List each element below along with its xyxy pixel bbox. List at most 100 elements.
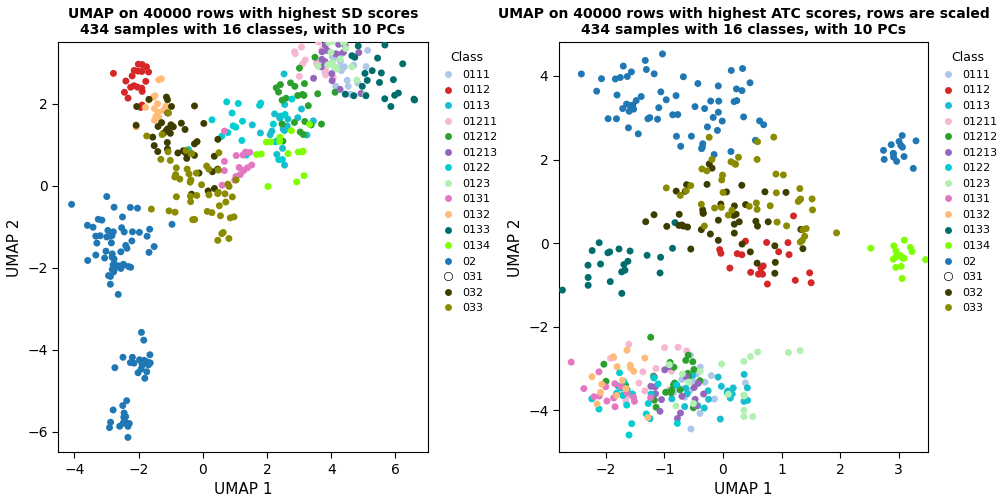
Point <box>106 260 122 268</box>
Point <box>188 169 205 177</box>
Point <box>337 63 353 71</box>
Point <box>276 127 292 135</box>
Point <box>112 422 128 430</box>
Point <box>139 368 155 376</box>
Point <box>276 70 292 78</box>
Point <box>755 262 771 270</box>
Point <box>279 122 295 130</box>
Point <box>598 383 614 391</box>
Point <box>115 402 131 410</box>
Point <box>126 67 142 75</box>
Point <box>695 206 711 214</box>
Point <box>377 95 393 103</box>
Point <box>276 161 292 169</box>
Point <box>623 68 639 76</box>
Point <box>649 115 665 123</box>
Point <box>885 150 901 158</box>
Point <box>137 103 153 111</box>
Point <box>113 248 129 256</box>
Point <box>105 406 121 414</box>
Point <box>286 33 302 41</box>
Point <box>669 414 685 422</box>
Point <box>642 113 658 121</box>
Point <box>694 200 710 208</box>
Point <box>134 60 150 69</box>
Point <box>115 419 131 427</box>
Point <box>665 389 681 397</box>
Point <box>680 378 697 386</box>
Point <box>182 176 199 184</box>
Point <box>710 127 726 135</box>
Point <box>768 189 784 197</box>
Point <box>346 61 362 69</box>
Point <box>332 55 348 63</box>
Point <box>102 423 118 431</box>
Point <box>103 272 119 280</box>
Point <box>613 383 629 391</box>
Point <box>719 389 735 397</box>
Point <box>674 392 690 400</box>
Point <box>875 146 891 154</box>
Point <box>681 374 698 382</box>
Point <box>607 75 623 83</box>
Point <box>589 87 605 95</box>
Point <box>661 362 677 370</box>
Point <box>656 344 672 352</box>
Point <box>122 204 138 212</box>
Point <box>679 369 696 377</box>
Point <box>715 117 731 125</box>
Point <box>117 417 133 425</box>
Point <box>889 157 905 165</box>
Point <box>664 111 680 119</box>
Point <box>610 382 626 390</box>
Point <box>120 263 136 271</box>
X-axis label: UMAP 1: UMAP 1 <box>214 482 272 497</box>
Point <box>662 358 678 366</box>
Point <box>177 149 194 157</box>
Point <box>689 402 706 410</box>
Point <box>759 238 775 246</box>
Point <box>294 148 310 156</box>
Point <box>268 84 284 92</box>
Point <box>272 112 288 120</box>
Point <box>94 216 110 224</box>
Point <box>894 143 910 151</box>
Point <box>146 105 162 113</box>
Point <box>722 394 738 402</box>
Point <box>242 148 258 156</box>
Point <box>757 188 773 196</box>
Point <box>893 262 909 270</box>
Point <box>383 102 399 110</box>
Point <box>136 336 152 344</box>
Point <box>723 67 739 75</box>
Point <box>574 70 590 78</box>
Point <box>350 79 366 87</box>
Point <box>680 351 697 359</box>
Point <box>794 236 810 244</box>
Point <box>167 208 183 216</box>
Point <box>785 212 801 220</box>
Point <box>306 53 323 61</box>
Point <box>745 413 761 421</box>
Point <box>704 371 720 380</box>
Point <box>678 186 695 195</box>
Point <box>644 391 660 399</box>
Point <box>141 95 157 103</box>
Point <box>680 372 697 381</box>
Point <box>639 251 655 260</box>
Point <box>653 88 669 96</box>
Point <box>638 66 654 74</box>
Point <box>749 259 765 267</box>
Point <box>103 418 119 426</box>
Point <box>183 150 200 158</box>
Point <box>686 377 703 386</box>
Point <box>894 132 910 140</box>
Point <box>677 384 694 392</box>
Point <box>619 73 635 81</box>
Point <box>220 129 236 137</box>
Point <box>118 413 134 421</box>
Point <box>121 419 137 427</box>
Point <box>293 105 309 113</box>
Point <box>201 191 217 199</box>
Point <box>134 68 150 76</box>
